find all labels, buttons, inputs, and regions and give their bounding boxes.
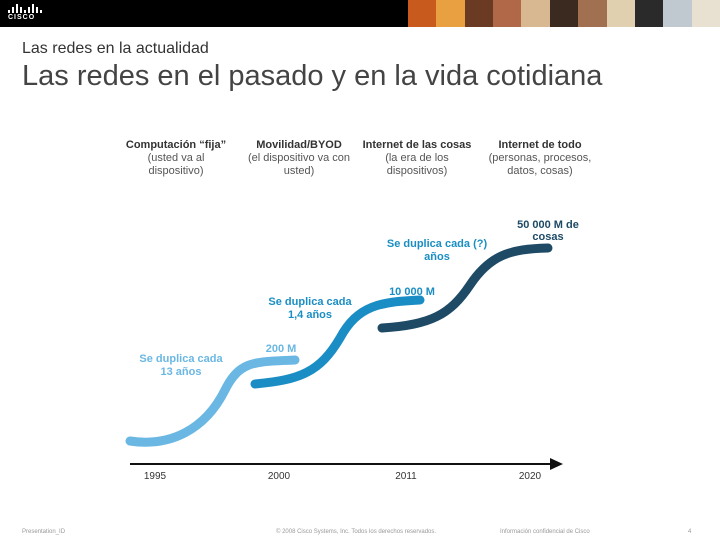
growth-note-3-line1: Se duplica cada (?) — [387, 238, 488, 250]
timeline-arrow-icon — [550, 458, 563, 470]
header-photo-3 — [464, 0, 494, 27]
photo-strip — [408, 0, 720, 27]
header-photo-1 — [408, 0, 437, 27]
column-desc: dispositivos) — [386, 165, 448, 177]
column-internet-of-everything: Internet de todo (personas, procesos, da… — [477, 139, 603, 178]
column-heading: Internet de todo — [498, 139, 582, 151]
column-desc: (la era de los — [385, 152, 449, 164]
growth-note-3-line2: años — [424, 251, 450, 263]
header-photo-11 — [691, 0, 720, 27]
endpoint-label-3-line2: cosas — [532, 231, 563, 243]
column-desc: (el dispositivo va con — [247, 152, 351, 164]
header-bar: CISCO — [0, 0, 720, 27]
year-label-2000: 2000 — [268, 471, 291, 482]
cisco-bars-icon — [8, 4, 48, 13]
column-heading: Movilidad/BYOD — [256, 139, 342, 151]
header-photo-6 — [549, 0, 579, 27]
header-photo-9 — [634, 0, 664, 27]
header-photo-4 — [493, 0, 522, 27]
header-photo-7 — [578, 0, 607, 27]
cisco-logo: CISCO — [8, 4, 48, 24]
footer-page-number: 4 — [688, 529, 692, 535]
footer-presentation-id: Presentation_ID — [22, 529, 66, 535]
header-photo-10 — [663, 0, 692, 27]
endpoint-label-1: 200 M — [266, 343, 297, 355]
growth-curve-2 — [250, 295, 425, 389]
column-mobility-byod: Movilidad/BYOD (el dispositivo va con us… — [236, 139, 362, 178]
growth-note-2-line1: Se duplica cada — [268, 296, 352, 308]
year-label-2011: 2011 — [395, 471, 417, 482]
year-label-2020: 2020 — [519, 471, 542, 482]
endpoint-label-2: 10 000 M — [389, 286, 435, 298]
header-photo-2 — [436, 0, 465, 27]
endpoint-label-3-line1: 50 000 M de — [517, 219, 579, 231]
column-desc: (usted va al — [147, 152, 205, 164]
footer-confidential: Información confidencial de Cisco — [500, 529, 590, 535]
growth-curve-1 — [125, 355, 300, 447]
column-heading: Computación “fija” — [125, 139, 227, 151]
year-label-1995: 1995 — [144, 471, 167, 482]
column-desc: usted) — [283, 165, 315, 177]
header-photo-5 — [521, 0, 550, 27]
column-heading: Internet de las cosas — [362, 139, 472, 151]
growth-note-2-line2: 1,4 años — [288, 309, 332, 321]
column-internet-of-things: Internet de las cosas (la era de los dis… — [355, 139, 479, 178]
footer-copyright: © 2008 Cisco Systems, Inc. Todos los der… — [276, 529, 437, 535]
growth-curve-3 — [377, 243, 553, 333]
header-photo-8 — [606, 0, 635, 27]
growth-note-1-line1: Se duplica cada — [139, 353, 223, 365]
growth-note-1-line2: 13 años — [161, 366, 202, 378]
slide-title: Las redes en el pasado y en la vida coti… — [22, 60, 603, 92]
slide-subtitle: Las redes en la actualidad — [22, 40, 209, 57]
column-fixed-computing: Computación “fija” (usted va al disposit… — [113, 139, 239, 178]
cisco-wordmark: CISCO — [8, 14, 36, 21]
column-desc: datos, cosas) — [507, 165, 573, 177]
column-desc: (personas, procesos, — [488, 152, 592, 164]
column-desc: dispositivo) — [148, 165, 204, 177]
